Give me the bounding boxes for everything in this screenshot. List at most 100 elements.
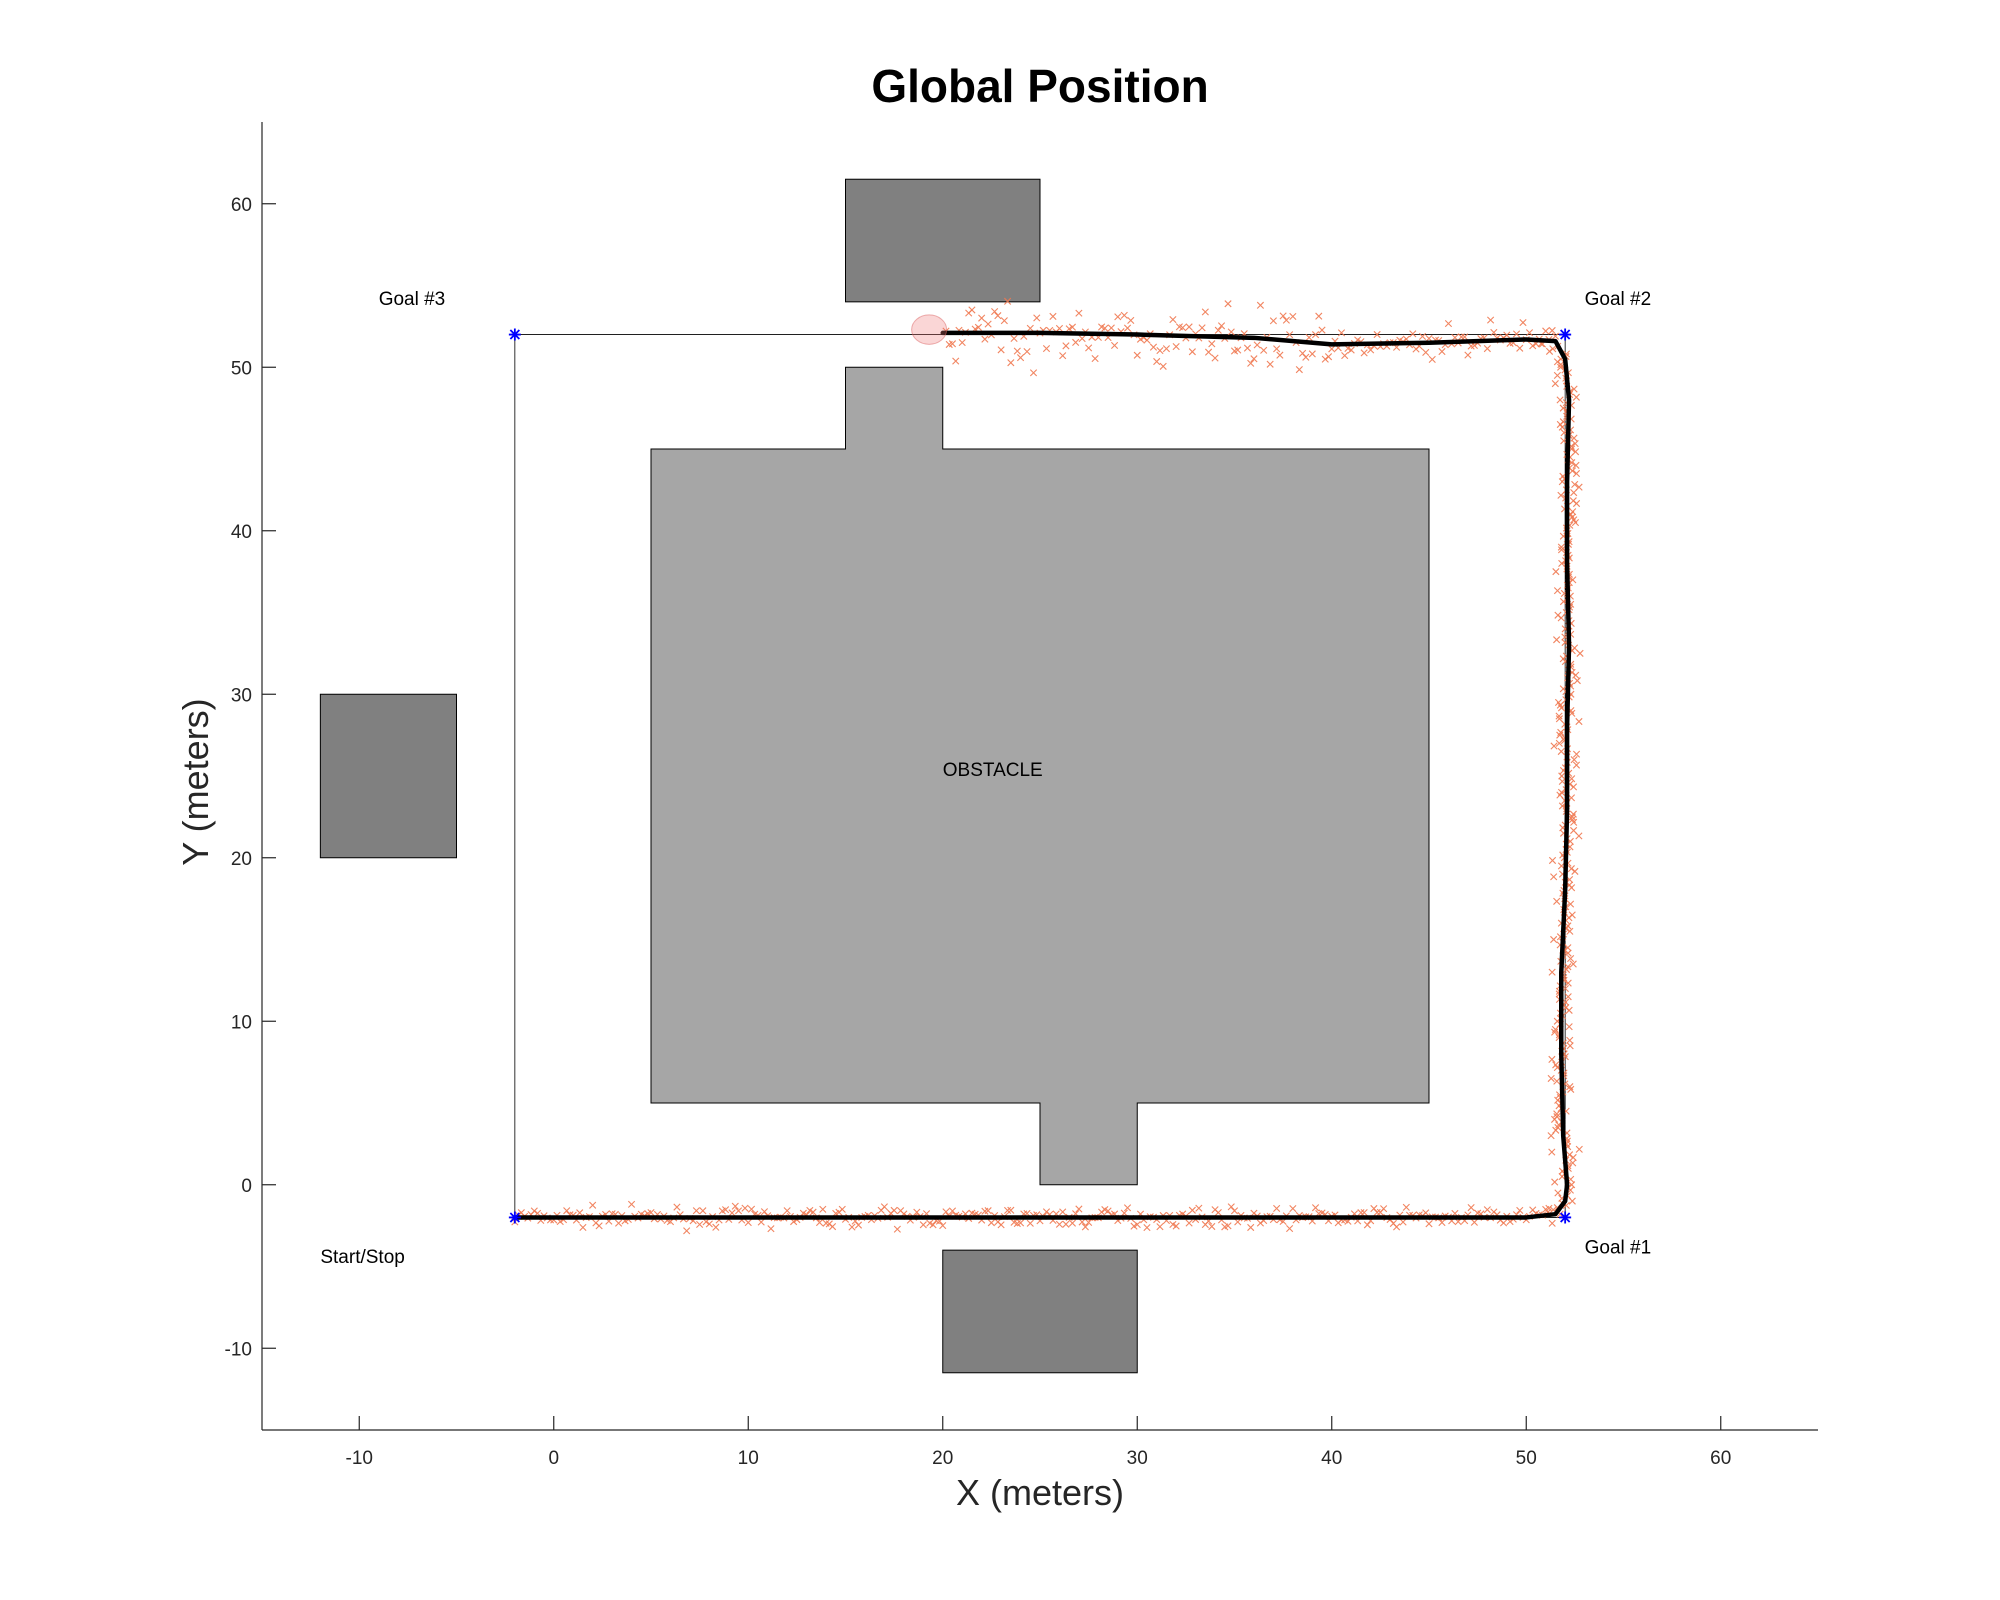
measurement-point (1114, 313, 1122, 321)
measurement-point (757, 1218, 765, 1226)
measurement-point (576, 1209, 584, 1217)
measurement-point (1295, 366, 1303, 374)
measurement-point (848, 1223, 856, 1231)
measurement-point (981, 335, 989, 343)
y-tick-label: 20 (231, 849, 252, 870)
measurement-point (1422, 348, 1430, 357)
waypoint-label: Goal #2 (1585, 289, 1652, 310)
measurement-point (530, 1207, 538, 1215)
measurement-point (1428, 355, 1436, 364)
measurement-point (1091, 354, 1099, 363)
measurement-point (1029, 369, 1038, 377)
measurement-point (1464, 351, 1472, 359)
measurement-point (1185, 1219, 1193, 1227)
measurement-point (828, 1223, 837, 1231)
measurement-point (1185, 323, 1193, 331)
measurement-point (1273, 345, 1281, 353)
measurement-point (1569, 783, 1578, 791)
measurement-point (1438, 1218, 1446, 1227)
measurement-point (1422, 1209, 1430, 1217)
measurement-point (1214, 1208, 1222, 1217)
measurement-point (1516, 1206, 1524, 1215)
waypoint-label: Start/Stop (320, 1247, 405, 1268)
measurement-point (1318, 326, 1326, 334)
measurement-point (1572, 750, 1581, 758)
waypoint-marker (508, 328, 521, 341)
measurement-point (1551, 380, 1559, 388)
measurement-point (579, 1223, 587, 1232)
measurement-point (1470, 1218, 1478, 1226)
y-tick-label: 40 (231, 522, 252, 543)
measurement-point (767, 1225, 775, 1233)
measurement-point (1569, 810, 1577, 818)
x-tick-label: 20 (932, 1448, 953, 1469)
measurement-point (1567, 865, 1575, 873)
measurement-point (1483, 1206, 1491, 1214)
waypoint-labels-layer: Start/Stop Goal #1 Goal #2 Goal #3 (320, 289, 1651, 1268)
measurement-point (1016, 354, 1025, 362)
measurement-point (1253, 341, 1261, 349)
measurement-point (1548, 968, 1556, 976)
measurement-point (1247, 1223, 1255, 1232)
measurement-point (1208, 340, 1216, 348)
measurement-point (1556, 396, 1564, 404)
measurement-point (1227, 328, 1235, 336)
block-1 (845, 178, 1041, 303)
measurement-point (1373, 330, 1381, 339)
measurement-point (1360, 1208, 1368, 1217)
measurement-point (929, 1221, 937, 1229)
measurement-point (1211, 354, 1219, 362)
waypoint-marker (1559, 1211, 1572, 1224)
trajectory-line (512, 330, 1572, 1220)
end-marker (911, 314, 948, 345)
measurement-point (1085, 344, 1093, 352)
measurement-point (913, 1208, 921, 1216)
measurement-point (1550, 742, 1558, 750)
x-tick-label: 0 (548, 1448, 559, 1469)
measurement-point (1204, 348, 1213, 356)
measurement-point (1548, 326, 1556, 335)
measurement-point (984, 1207, 992, 1215)
measurement-point (1159, 362, 1167, 370)
measurement-point (984, 320, 992, 328)
measurement-point (1328, 345, 1336, 353)
x-tick-label: 10 (738, 1448, 759, 1469)
measurement-point (1156, 346, 1164, 355)
measurement-point (1575, 832, 1583, 840)
y-tick-label: 30 (231, 685, 252, 706)
y-axis-label: Y (meters) (175, 698, 216, 865)
measurement-point (1337, 329, 1346, 337)
x-tick-label: 40 (1321, 1448, 1342, 1469)
measurement-point (1557, 546, 1566, 554)
measurement-point (1357, 1209, 1365, 1217)
y-tick-label: 0 (241, 1176, 252, 1197)
measurement-point (1551, 332, 1560, 340)
x-tick-label: 50 (1516, 1448, 1537, 1469)
measurement-point (1153, 357, 1161, 366)
measurement-point (1266, 360, 1274, 368)
measurement-point (1162, 345, 1171, 353)
measurement-point (1547, 1074, 1555, 1083)
measurement-point (1026, 1219, 1034, 1227)
measurement-point (1136, 335, 1145, 343)
block-2 (319, 693, 457, 859)
measurement-point (1098, 323, 1106, 331)
measurement-point (692, 1207, 700, 1215)
measurement-point (1558, 559, 1566, 568)
measurement-point (991, 307, 999, 316)
measurement-point (1195, 1204, 1203, 1212)
measurement-point (1360, 349, 1368, 357)
measurement-point (1554, 1189, 1562, 1197)
measurement-point (994, 312, 1002, 320)
measurement-point (1550, 873, 1558, 881)
measurement-point (1107, 324, 1115, 332)
measurement-point (1542, 327, 1550, 335)
measurement-point (1519, 318, 1527, 327)
measurement-point (815, 1218, 824, 1227)
measurement-point (1085, 1218, 1093, 1227)
measurement-point (1276, 351, 1284, 359)
measurement-point (1175, 323, 1183, 331)
measurement-point (1559, 685, 1567, 693)
chart-title: Global Position (871, 60, 1208, 112)
measurement-point (1554, 698, 1563, 707)
